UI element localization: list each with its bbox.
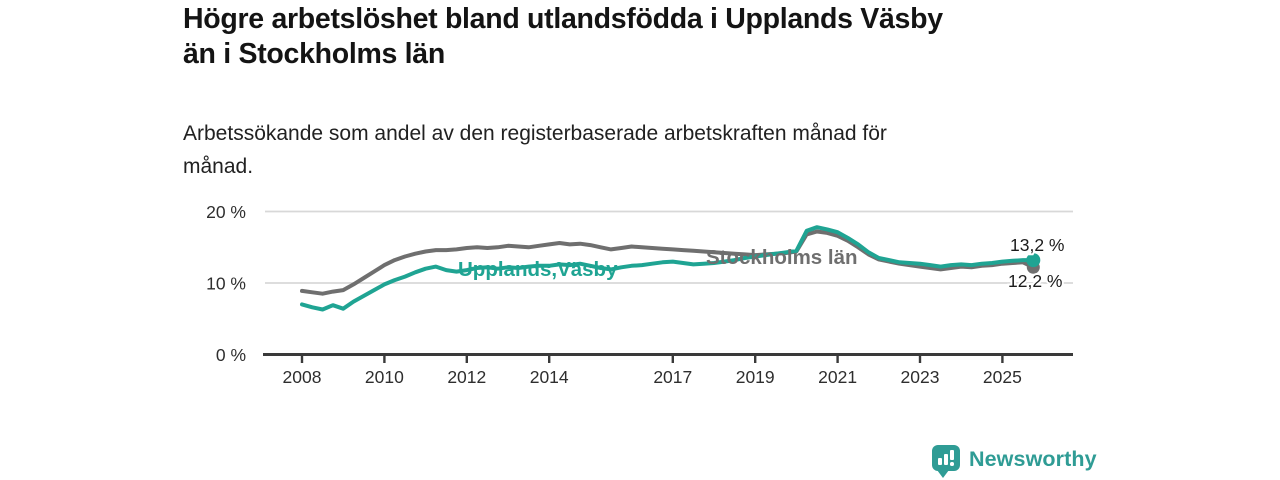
series-line-stockholms-lan (300, 229, 1036, 296)
x-tick-label: 2010 (365, 367, 404, 387)
x-tick-label: 2008 (283, 367, 322, 387)
series-inline-label: Upplands,Väsby (458, 258, 618, 281)
x-tick-label: 2014 (530, 367, 569, 387)
logo-bubble-tail (937, 470, 949, 478)
x-tick-label: 2021 (818, 367, 857, 387)
chart-title: Högre arbetslöshet bland utlandsfödda i … (183, 3, 943, 71)
brand-footer: Newsworthy (932, 445, 1097, 479)
y-tick-label: 10 % (206, 274, 246, 294)
x-tick-label: 2012 (447, 367, 486, 387)
x-tick-label: 2017 (653, 367, 692, 387)
x-tick-label: 2025 (983, 367, 1022, 387)
logo-exclamation-dot (950, 462, 954, 466)
chart-subtitle: Arbetssökande som andel av den registerb… (183, 122, 887, 178)
newsworthy-logo-icon (932, 445, 960, 478)
y-tick-label: 20 % (206, 202, 246, 222)
series-end-value: 12,2 % (1008, 271, 1062, 291)
x-tick-label: 2019 (736, 367, 775, 387)
y-tick-label: 0 % (216, 345, 246, 365)
logo-bar-small (938, 458, 942, 465)
series-end-dot (1026, 253, 1041, 268)
logo-exclamation-bar (950, 450, 954, 460)
brand-name: Newsworthy (969, 447, 1097, 471)
series-line-upplands-vasby (300, 225, 1036, 312)
series-inline-label: Stockholms län (706, 246, 858, 269)
x-tick-label: 2023 (901, 367, 940, 387)
logo-bar-medium (944, 454, 948, 465)
series-end-value: 13,2 % (1010, 235, 1064, 255)
